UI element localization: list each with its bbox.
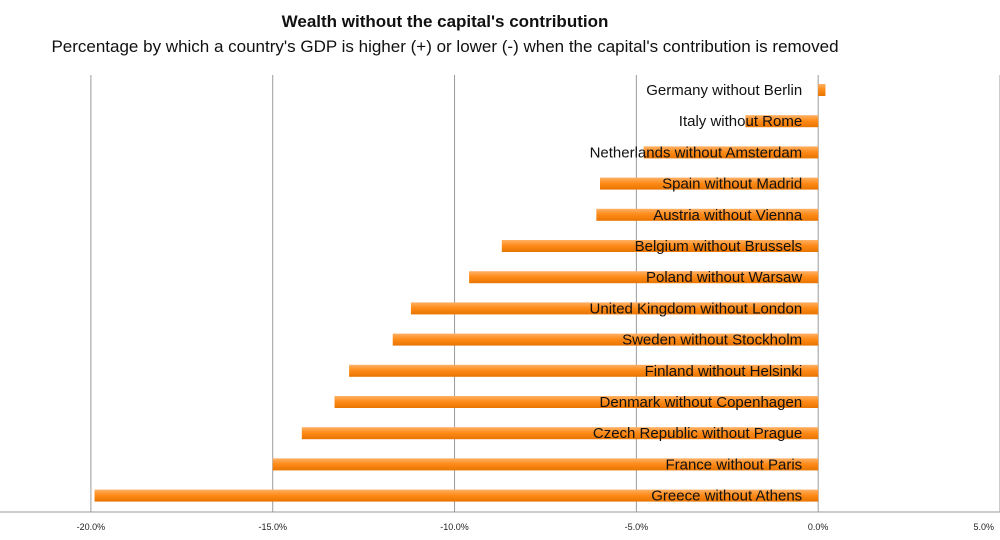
bar-1	[745, 115, 819, 128]
bar-4	[596, 208, 819, 221]
category-label-3: Spain without Madrid	[662, 176, 802, 193]
category-label-9: Finland without Helsinki	[645, 363, 803, 380]
x-tick-label-1: -15.0%	[258, 522, 287, 532]
category-label-10: Denmark without Copenhagen	[600, 394, 803, 411]
x-tick-label-0: -20.0%	[77, 522, 106, 532]
bar-10	[334, 396, 819, 408]
category-label-8: Sweden without Stockholm	[622, 332, 802, 349]
category-label-5: Belgium without Brussels	[635, 238, 803, 255]
x-tick-label-4: 0.0%	[808, 522, 829, 532]
x-tick-label-2: -10.0%	[440, 522, 469, 532]
bar-0	[818, 84, 826, 96]
chart-title: Wealth without the capital's contributio…	[281, 12, 609, 31]
bar-7	[410, 302, 819, 315]
bar-13	[94, 489, 819, 502]
bar-8	[392, 333, 819, 346]
bar-3	[600, 177, 819, 190]
chart-subtitle: Percentage by which a country's GDP is h…	[51, 37, 839, 56]
x-tick-label-3: -5.0%	[625, 522, 649, 532]
bar-6	[469, 271, 819, 284]
category-label-6: Poland without Warsaw	[646, 269, 802, 286]
bar-11	[301, 427, 819, 440]
bar-5	[501, 240, 819, 252]
bar-12	[272, 458, 819, 471]
category-label-11: Czech Republic without Prague	[593, 425, 802, 442]
bar-9	[349, 364, 819, 377]
category-label-13: Greece without Athens	[651, 488, 802, 505]
category-label-12: France without Paris	[665, 456, 802, 473]
x-tick-label-5: 5.0%	[973, 522, 994, 532]
category-label-7: United Kingdom without London	[590, 300, 803, 317]
category-label-0: Germany without Berlin	[646, 82, 802, 99]
category-label-2: Netherlands without Amsterdam	[590, 144, 803, 161]
category-label-1: Italy without Rome	[679, 113, 802, 130]
category-label-4: Austria without Vienna	[653, 207, 803, 224]
bar-2	[643, 146, 819, 159]
